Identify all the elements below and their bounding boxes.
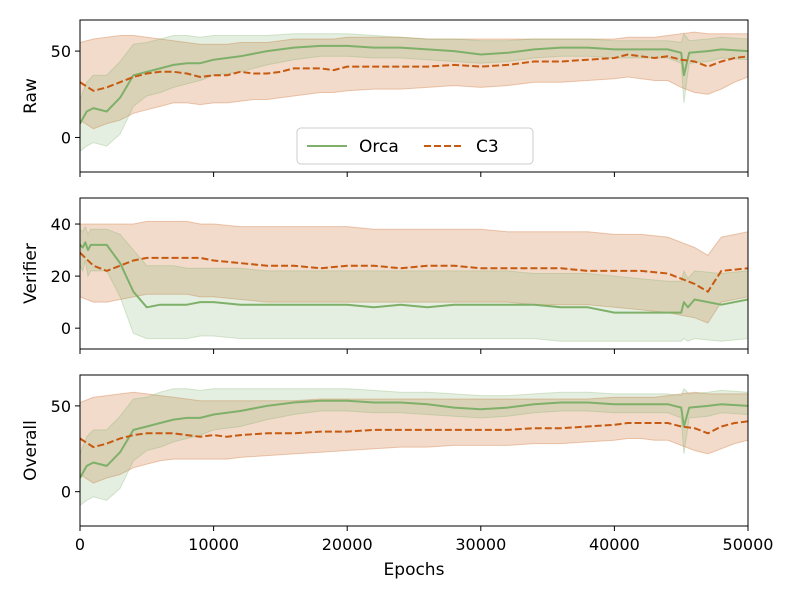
- y-tick-label: 40: [51, 215, 71, 234]
- line-orca: [80, 399, 748, 479]
- plot-area: [80, 387, 748, 507]
- legend-box: [296, 127, 534, 165]
- axes-frame: [79, 19, 749, 173]
- subplot-raw: 0 50 Raw Orca C3: [21, 19, 749, 177]
- line-c3: [80, 420, 748, 449]
- line-c3: [80, 53, 748, 92]
- x-tick-label: 20000: [322, 535, 373, 554]
- y-axis-label: Verifier: [21, 243, 41, 304]
- plot-area: [80, 220, 748, 342]
- x-tick-label: 30000: [455, 535, 506, 554]
- band-c3: [80, 391, 748, 484]
- subplot-verifier: 0 20 40 Verifier: [21, 197, 749, 354]
- x-axis-label: Epochs: [384, 560, 445, 580]
- y-tick-label: 0: [61, 128, 71, 147]
- band-orca: [80, 225, 748, 342]
- y-tick-label: 0: [61, 319, 71, 338]
- line-orca: [80, 241, 748, 314]
- y-axis-label: Raw: [21, 78, 41, 114]
- y-tick-label: 20: [51, 267, 71, 286]
- line-c3: [80, 251, 748, 293]
- legend-label-orca: Orca: [359, 137, 399, 157]
- x-tick-label: 50000: [723, 535, 774, 554]
- subplot-overall: 0 10000 20000 30000 40000 50000 0 50 Overall: [21, 374, 774, 554]
- plot-area: [80, 31, 748, 152]
- band-orca: [80, 387, 748, 507]
- x-tick-label: 10000: [188, 535, 239, 554]
- x-tick-label: 0: [75, 535, 85, 554]
- axes-frame: [79, 197, 749, 350]
- y-tick-label: 50: [51, 42, 71, 61]
- legend: Orca C3: [296, 127, 534, 165]
- band-c3: [80, 31, 748, 130]
- y-tick-label: 50: [51, 397, 71, 416]
- line-orca: [80, 44, 748, 125]
- band-orca: [80, 32, 748, 152]
- y-axis-label: Overall: [21, 420, 41, 481]
- axes-frame: [79, 374, 749, 527]
- legend-label-c3: C3: [476, 137, 499, 157]
- band-c3: [80, 220, 748, 324]
- y-tick-label: 0: [61, 483, 71, 502]
- x-tick-label: 40000: [589, 535, 640, 554]
